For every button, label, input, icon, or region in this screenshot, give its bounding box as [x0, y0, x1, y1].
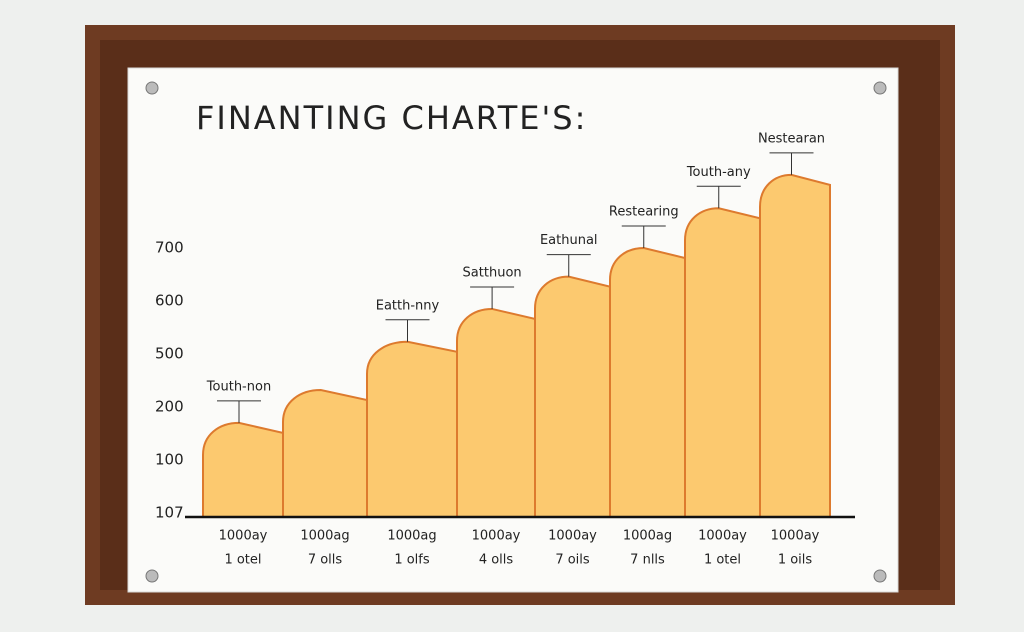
screw [873, 81, 887, 95]
y-tick-label: 700 [155, 239, 184, 257]
x-tick-sublabel: 7 olls [308, 553, 343, 568]
screw [873, 569, 887, 583]
x-tick-label: 1000ag [623, 529, 672, 544]
x-tick-sublabel: 1 otel [704, 553, 741, 568]
screw [145, 569, 159, 583]
annotation: Eathunal [540, 233, 598, 248]
bar [534, 275, 611, 518]
annotation: Nestearan [758, 131, 825, 146]
y-tick-label: 600 [155, 292, 184, 310]
bar [366, 340, 458, 518]
x-tick-sublabel: 7 oils [555, 553, 590, 568]
x-tick-label: 1000ay [698, 529, 747, 544]
x-tick-sublabel: 4 olls [479, 553, 514, 568]
y-tick-label: 107 [155, 504, 184, 522]
bar [456, 307, 536, 518]
x-tick-label: 1000ag [300, 529, 349, 544]
screw [145, 81, 159, 95]
annotation: Touth-non [206, 379, 271, 394]
x-tick-label: 1000ag [387, 529, 436, 544]
x-tick-label: 1000ay [548, 529, 597, 544]
x-tick-sublabel: 1 olfs [394, 553, 430, 568]
x-tick-sublabel: 1 oils [778, 553, 813, 568]
x-tick-label: 1000ay [219, 529, 268, 544]
bar [609, 246, 686, 518]
bar [759, 173, 831, 518]
bar [684, 207, 761, 518]
y-tick-label: 500 [155, 345, 184, 363]
x-tick-label: 1000ay [472, 529, 521, 544]
annotation: Eatth-nny [376, 298, 440, 313]
bar [202, 421, 284, 518]
x-tick-label: 1000ay [771, 529, 820, 544]
y-tick-label: 200 [155, 398, 184, 416]
x-tick-sublabel: 1 otel [224, 553, 261, 568]
x-tick-sublabel: 7 nlls [630, 553, 665, 568]
plot: 107 100 200 500 600 700 Touth-non 1000ay 1 otel 1… [155, 131, 831, 568]
chart-title: FINANTING CHARTE'S: [196, 99, 587, 137]
annotation: Satthuon [463, 265, 522, 280]
annotation: Touth-any [686, 165, 751, 180]
annotation: Restearing [609, 205, 679, 220]
bar [282, 389, 368, 518]
y-tick-label: 100 [155, 451, 184, 469]
